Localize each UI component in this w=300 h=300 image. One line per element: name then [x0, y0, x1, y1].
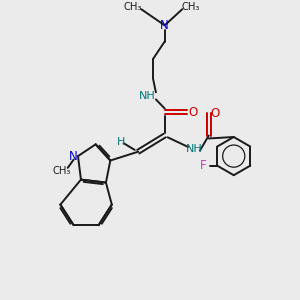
Text: CH₃: CH₃: [124, 2, 142, 12]
Text: N: N: [69, 150, 78, 163]
Text: NH: NH: [186, 144, 202, 154]
Text: CH₃: CH₃: [52, 166, 70, 176]
Text: O: O: [189, 106, 198, 118]
Text: NH: NH: [139, 91, 156, 101]
Text: F: F: [200, 159, 207, 172]
Text: N: N: [160, 19, 169, 32]
Text: CH₃: CH₃: [182, 2, 200, 12]
Text: O: O: [211, 107, 220, 120]
Text: H: H: [116, 137, 125, 147]
